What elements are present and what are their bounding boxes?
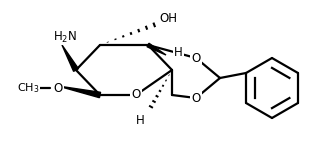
Text: O: O	[131, 89, 141, 102]
Text: CH$_3$: CH$_3$	[17, 81, 39, 95]
Text: H$_2$N: H$_2$N	[53, 29, 77, 44]
Polygon shape	[147, 43, 166, 55]
Text: O: O	[53, 82, 63, 95]
Text: H: H	[174, 46, 183, 58]
Text: O: O	[191, 51, 201, 64]
Polygon shape	[62, 45, 78, 71]
Text: H: H	[136, 113, 145, 126]
Polygon shape	[58, 86, 101, 98]
Text: O: O	[191, 91, 201, 104]
Text: OH: OH	[159, 11, 177, 24]
